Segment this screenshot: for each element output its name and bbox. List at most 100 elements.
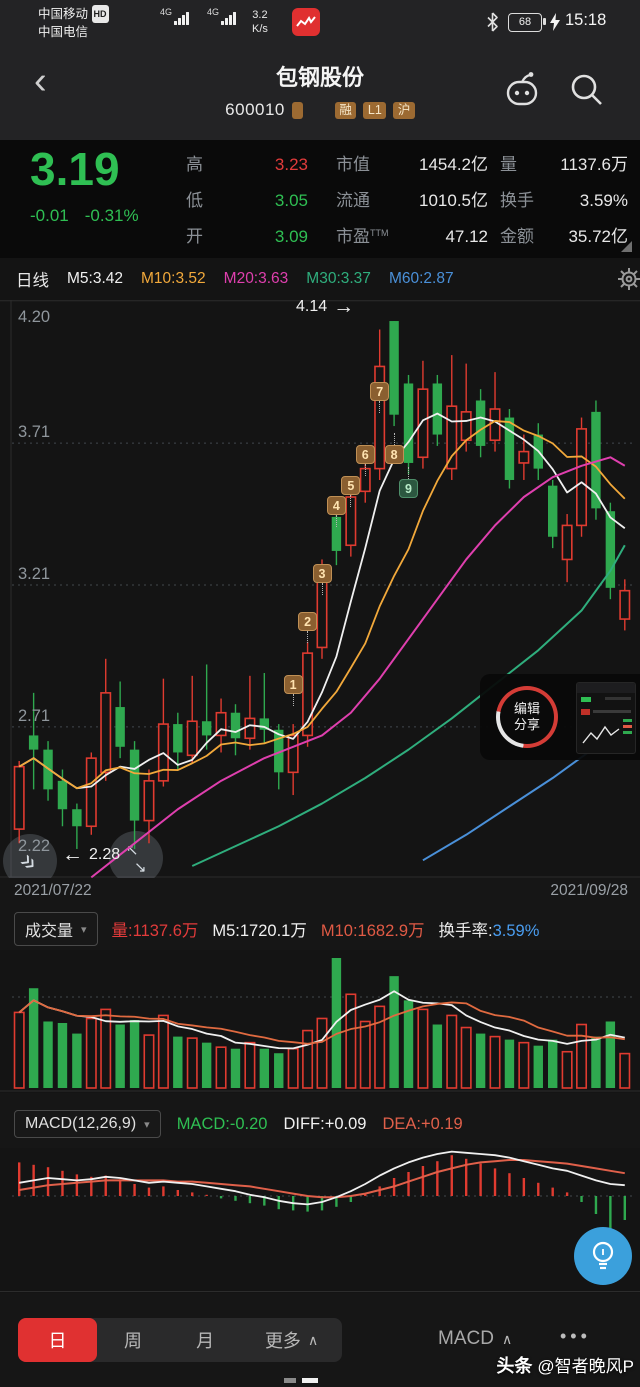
high-value: 3.23 bbox=[274, 155, 308, 174]
market-cap-value: 1454.2亿 bbox=[419, 155, 488, 174]
period-tab-group: 日 周 月 更多 ∧ bbox=[18, 1318, 342, 1362]
diff-value: DIFF:+0.09 bbox=[283, 1114, 367, 1133]
bluetooth-icon bbox=[486, 12, 499, 37]
share-progress-ring: 编辑 分享 bbox=[496, 686, 558, 748]
svg-text:3.71: 3.71 bbox=[18, 423, 50, 441]
header: ‹ 包钢股份 600010 融 L1 沪 bbox=[0, 48, 640, 141]
lightbulb-fab[interactable] bbox=[574, 1227, 632, 1285]
quote-col-cap: 市值 1454.2亿 流通 1010.5亿 市盈TTM 47.12 bbox=[336, 150, 488, 247]
expand-corner-icon[interactable] bbox=[621, 241, 632, 252]
carrier-2: 中国电信 bbox=[38, 25, 89, 39]
edit-label: 编辑 bbox=[513, 701, 540, 716]
clock: 15:18 bbox=[565, 11, 607, 29]
chevron-up-icon: ∧ bbox=[307, 1331, 319, 1348]
tab-day[interactable]: 日 bbox=[18, 1318, 97, 1362]
quote-col-vol: 量 1137.6万 换手 3.59% 金额 35.72亿 bbox=[500, 150, 628, 247]
ma-legend-bar: 日线 M5:3.42 M10:3.52 M20:3.63 M30:3.37 M6… bbox=[0, 258, 640, 300]
stock-code: 600010 bbox=[225, 100, 285, 119]
signal-badge-2[interactable]: 2 bbox=[298, 612, 318, 632]
float-cap-value: 1010.5亿 bbox=[419, 191, 488, 210]
svg-text:↘: ↘ bbox=[134, 859, 147, 876]
indicator-toggle[interactable]: MACD ∧ bbox=[438, 1328, 513, 1349]
candlestick-chart[interactable]: » ↖↘4.203.713.212.712.22 bbox=[0, 300, 640, 878]
change-percent: -0.31% bbox=[84, 206, 139, 225]
turnover-rate: 换手率:3.59% bbox=[438, 922, 540, 940]
tab-more[interactable]: 更多 ∧ bbox=[264, 1331, 319, 1351]
quote-col-hlo: 高 3.23 低 3.05 开 3.09 bbox=[186, 155, 308, 246]
dropdown-triangle-icon: ▾ bbox=[144, 1118, 150, 1131]
change-value: -0.01 bbox=[30, 206, 69, 225]
ma30-legend: M30:3.37 bbox=[306, 270, 371, 287]
more-options-dots[interactable]: ••• bbox=[560, 1326, 591, 1346]
share-preview-thumbnail bbox=[576, 682, 636, 754]
edit-share-popup[interactable]: 编辑 分享 bbox=[480, 674, 640, 760]
price-change: -0.01 -0.31% bbox=[30, 206, 139, 226]
shanghai-badge: 沪 bbox=[393, 101, 415, 119]
tab-month[interactable]: 月 bbox=[196, 1331, 215, 1351]
signal-badge-7[interactable]: 7 bbox=[370, 382, 390, 402]
dea-value: DEA:+0.19 bbox=[382, 1114, 463, 1133]
ma10-legend: M10:3.52 bbox=[141, 270, 206, 287]
search-icon[interactable] bbox=[565, 68, 609, 117]
share-label: 分享 bbox=[513, 717, 540, 732]
signal-badge-9[interactable]: 9 bbox=[399, 478, 418, 498]
quote-panel[interactable]: 3.19 -0.01 -0.31% 高 3.23 低 3.05 开 3.09 市… bbox=[0, 140, 640, 259]
page-indicator-dash-active bbox=[302, 1378, 318, 1383]
macd-value: MACD:-0.20 bbox=[176, 1114, 268, 1133]
signal-badge-3[interactable]: 3 bbox=[312, 564, 332, 584]
stock-subtitle: 600010 融 L1 沪 bbox=[0, 100, 640, 120]
macd-selector[interactable]: MACD(12,26,9) ▾ bbox=[14, 1110, 161, 1138]
signal-badge-1[interactable]: 1 bbox=[283, 674, 303, 694]
signal-badge-6[interactable]: 6 bbox=[355, 444, 375, 464]
network-speed: 3.2 K/s bbox=[252, 9, 268, 35]
turnover-value: 3.59% bbox=[579, 191, 628, 210]
battery-percent: 68 bbox=[518, 16, 532, 28]
signal-badge-5[interactable]: 5 bbox=[341, 476, 361, 496]
carrier-labels: 中国移动 HD 中国电信 bbox=[38, 5, 109, 41]
volume-current: 量:1137.6万 bbox=[111, 922, 199, 940]
battery-indicator: 68 bbox=[508, 13, 542, 32]
svg-text:4.20: 4.20 bbox=[18, 308, 50, 326]
date-start: 2021/07/22 bbox=[14, 882, 92, 899]
amount-value: 35.72亿 bbox=[568, 227, 628, 246]
volume-header: 成交量 ▾ 量:1137.6万 M5:1720.1万 M10:1682.9万 换… bbox=[0, 908, 640, 950]
svg-text:3.21: 3.21 bbox=[18, 565, 50, 583]
carrier-1: 中国移动 bbox=[38, 7, 89, 21]
macd-header: MACD(12,26,9) ▾ MACD:-0.20 DIFF:+0.09 DE… bbox=[0, 1100, 640, 1148]
dropdown-triangle-icon: ▾ bbox=[81, 923, 87, 936]
page-title: 包钢股份 bbox=[275, 65, 364, 90]
volume-selector[interactable]: 成交量 ▾ bbox=[14, 912, 98, 946]
chevron-up-icon: ∧ bbox=[501, 1330, 513, 1347]
period-label: 日线 bbox=[16, 272, 49, 290]
signal-bars-icon: 4G bbox=[160, 7, 190, 25]
margin-badge: 融 bbox=[334, 101, 357, 119]
signal-badge-4[interactable]: 4 bbox=[326, 496, 346, 516]
back-button[interactable]: ‹ bbox=[34, 62, 47, 100]
signal-badge-8[interactable]: 8 bbox=[384, 444, 404, 464]
back-icon: ‹ bbox=[34, 60, 47, 102]
open-value: 3.09 bbox=[274, 227, 308, 246]
volume-chart[interactable] bbox=[0, 950, 640, 1093]
watermark: 头条 @智者晚风P bbox=[496, 1352, 634, 1378]
date-end: 2021/09/28 bbox=[550, 882, 628, 899]
watermark-brand: 头条 bbox=[496, 1356, 533, 1376]
page-indicator-dash bbox=[284, 1378, 296, 1383]
settings-gear-icon[interactable] bbox=[616, 266, 640, 297]
date-axis: 2021/07/22 2021/09/28 bbox=[0, 878, 640, 908]
status-bar: 中国移动 HD 中国电信 4G 4G 3.2 K/s 68 bbox=[0, 0, 640, 48]
ma20-legend: M20:3.63 bbox=[223, 270, 289, 287]
ma5-legend: M5:3.42 bbox=[67, 270, 124, 287]
volume-value: 1137.6万 bbox=[560, 155, 628, 174]
assistant-robot-icon[interactable] bbox=[500, 68, 544, 117]
stock-app-icon bbox=[292, 8, 320, 36]
macd-chart[interactable] bbox=[0, 1148, 640, 1293]
level1-badge: L1 bbox=[363, 101, 387, 119]
battery-nub bbox=[543, 18, 546, 25]
clipped-badge bbox=[291, 101, 303, 119]
lightbulb-icon bbox=[592, 1241, 614, 1270]
tab-week[interactable]: 周 bbox=[124, 1331, 143, 1351]
watermark-handle: @智者晚风P bbox=[537, 1357, 634, 1376]
svg-text:2.22: 2.22 bbox=[18, 837, 50, 855]
low-value: 3.05 bbox=[274, 191, 308, 210]
